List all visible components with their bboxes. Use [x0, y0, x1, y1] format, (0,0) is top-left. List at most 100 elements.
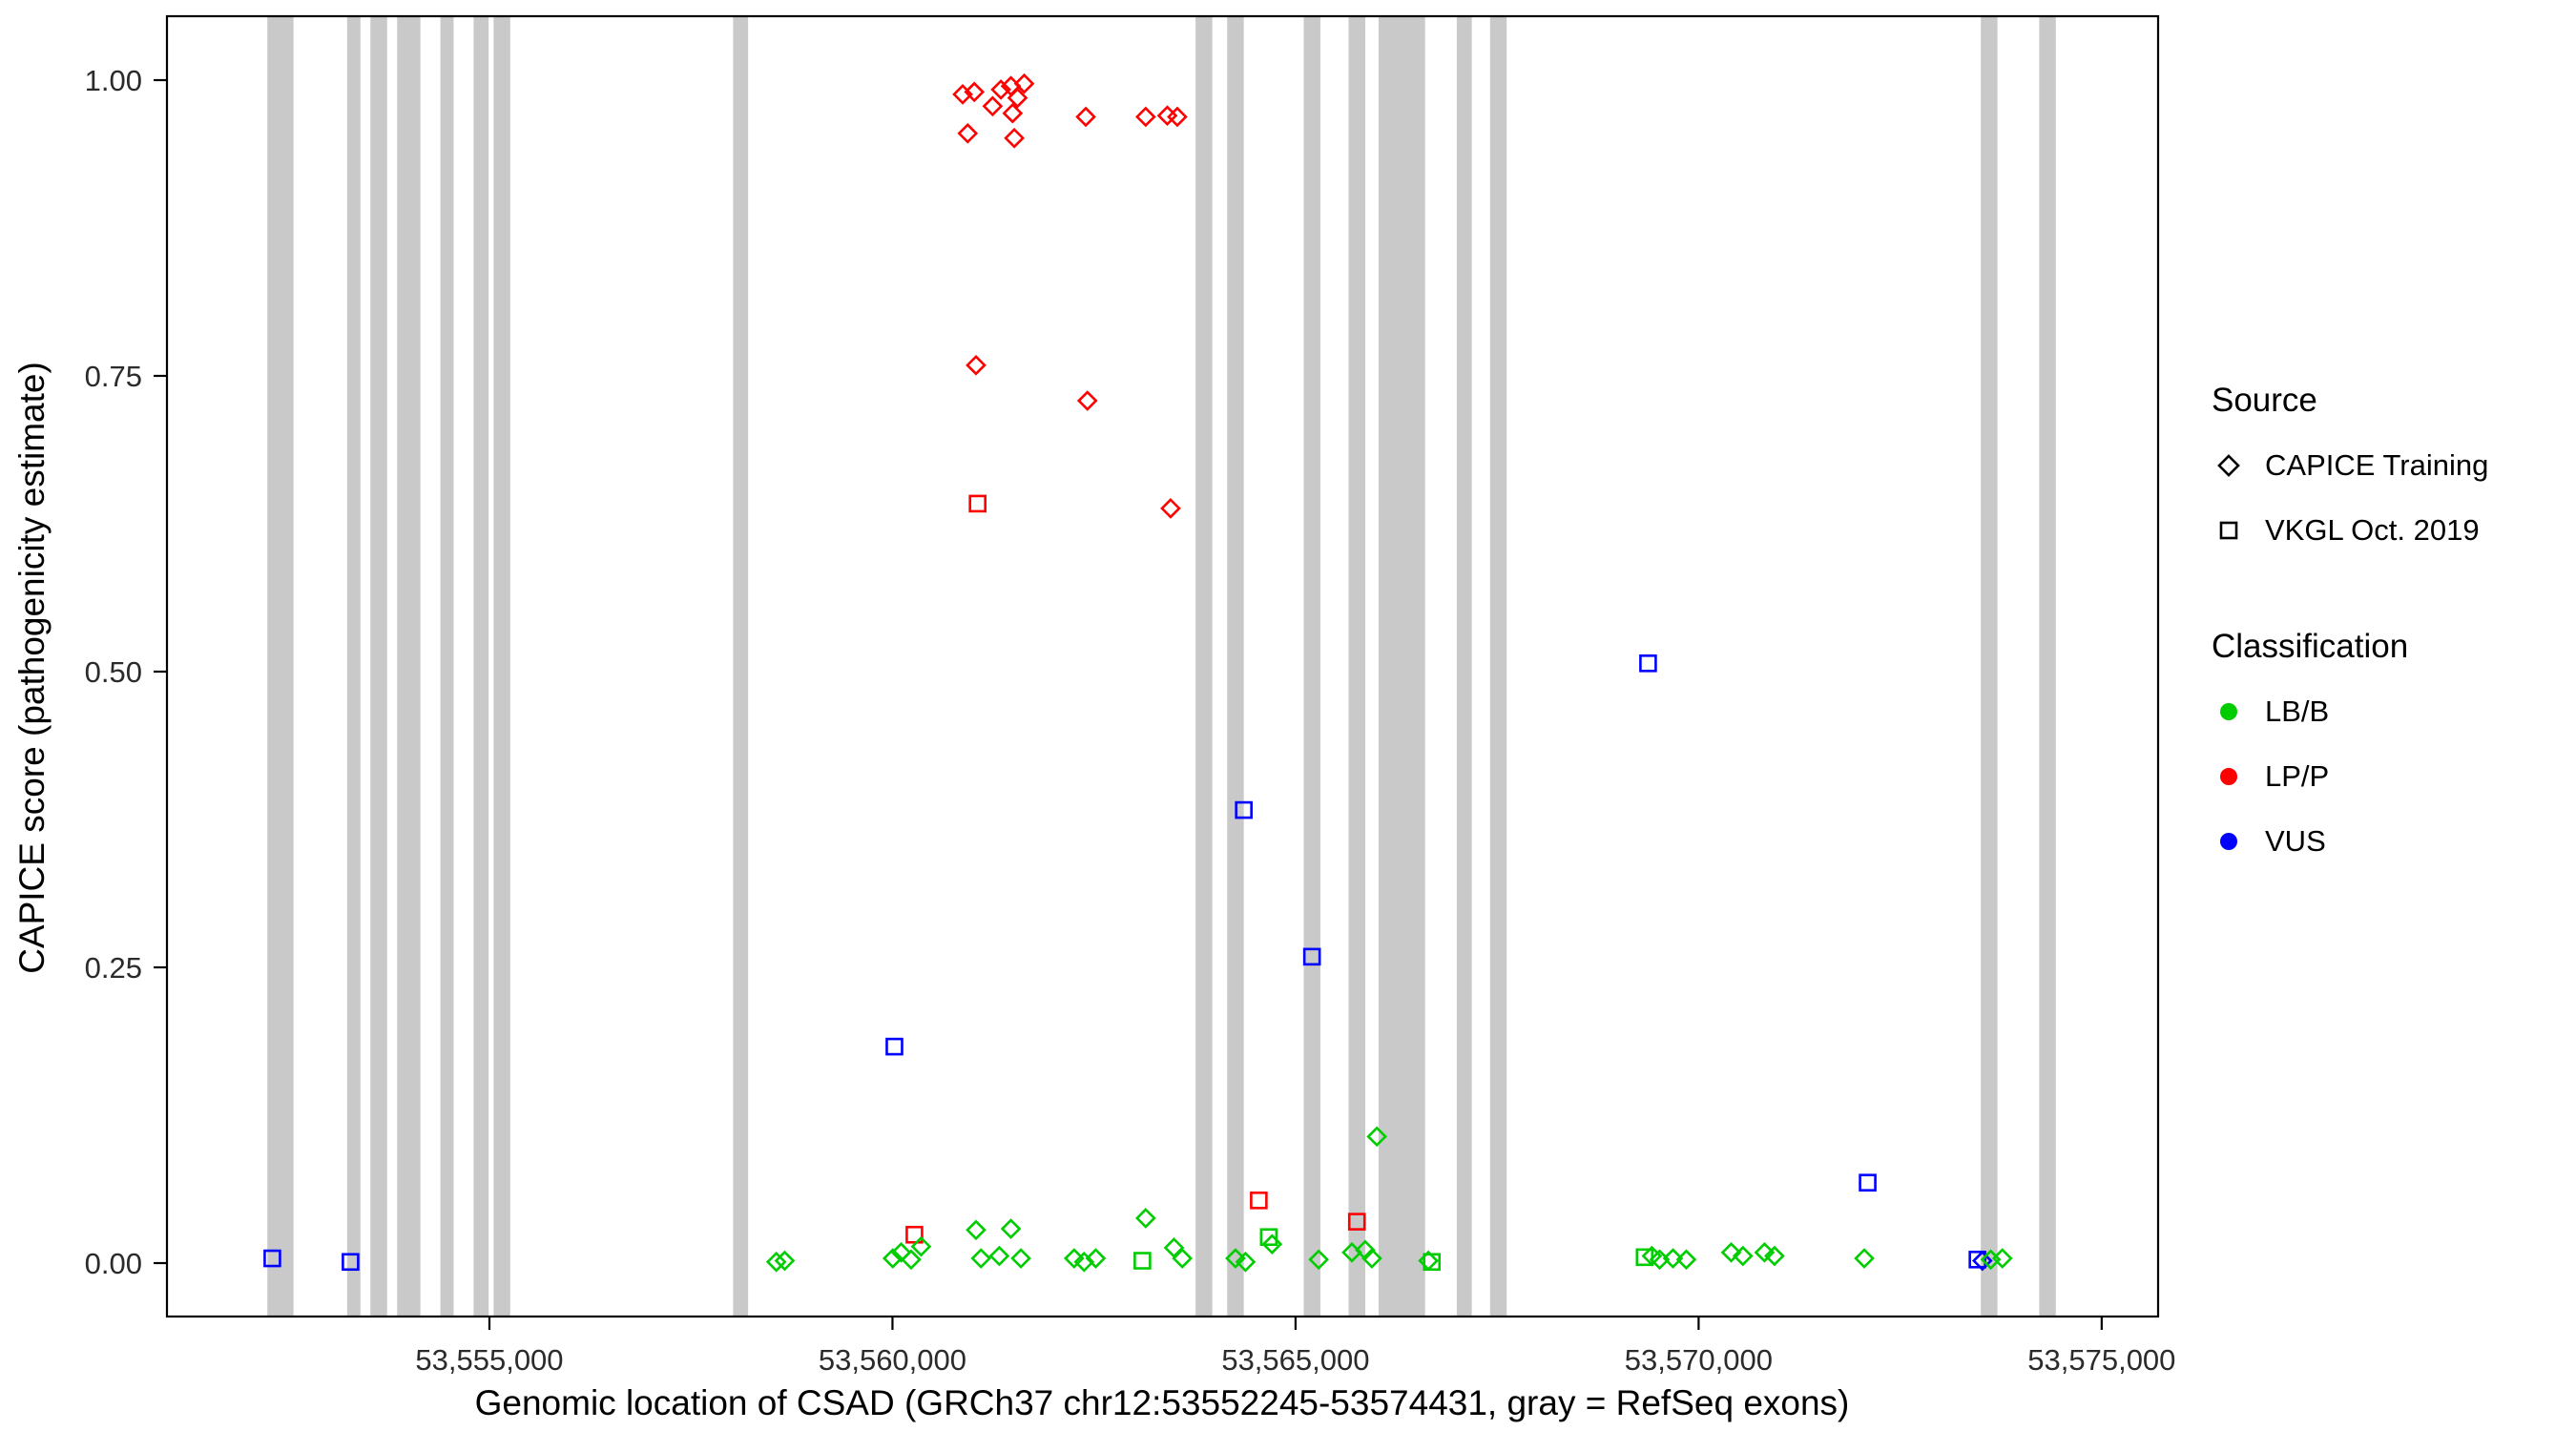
blue-dot-icon	[2212, 824, 2246, 859]
exon-bar	[1489, 16, 1507, 1317]
data-point-diamond	[1076, 390, 1098, 411]
exon-bar	[397, 16, 421, 1317]
data-point-diamond	[1007, 87, 1028, 109]
exon-bar	[1195, 16, 1213, 1317]
exon-bar	[346, 16, 361, 1317]
data-point-diamond	[966, 355, 987, 376]
data-point-square	[1235, 800, 1253, 819]
data-point-diamond	[957, 122, 979, 144]
data-point-diamond	[1662, 1248, 1684, 1269]
data-point-square	[1302, 947, 1321, 966]
data-point-square	[905, 1225, 924, 1244]
data-point-diamond	[890, 1242, 912, 1263]
legend-item-lbb: LB/B	[2212, 695, 2572, 729]
data-point-diamond	[1075, 106, 1096, 128]
exon-bar	[733, 16, 749, 1317]
data-point-diamond	[1366, 1126, 1388, 1148]
y-tick-label: 1.00	[85, 64, 142, 97]
legend-item-lpp: LP/P	[2212, 759, 2572, 794]
data-point-diamond	[1732, 1245, 1754, 1267]
data-point-diamond	[966, 1219, 987, 1241]
data-point-diamond	[1308, 1249, 1329, 1271]
legend-source: Source CAPICE Training VKGL Oct. 2019	[2212, 382, 2572, 548]
data-point-square	[263, 1249, 281, 1268]
y-axis-title: CAPICE score (pathogenicity estimate)	[12, 362, 52, 974]
data-point-diamond	[1135, 106, 1156, 128]
legend-item-vkgl: VKGL Oct. 2019	[2212, 513, 2572, 548]
y-tick-label: 0.75	[85, 360, 142, 393]
data-point-square	[1968, 1250, 1986, 1269]
data-point-square	[1250, 1191, 1268, 1210]
exon-bar	[2039, 16, 2056, 1317]
data-point-diamond	[964, 81, 986, 103]
exon-bar	[370, 16, 387, 1317]
data-point-diamond	[1004, 127, 1025, 149]
data-point-diamond	[1063, 1248, 1085, 1269]
data-point-diamond	[1971, 1250, 1993, 1272]
exon-bar	[440, 16, 454, 1317]
data-point-diamond	[1418, 1250, 1439, 1272]
legend-item-label: LP/P	[2265, 759, 2330, 793]
legend-source-title: Source	[2212, 382, 2317, 419]
exon-bar	[493, 16, 510, 1317]
exon-bar	[1227, 16, 1244, 1317]
data-point-square	[342, 1253, 360, 1272]
data-point-diamond	[1163, 1237, 1185, 1258]
legend-item-label: CAPICE Training	[2265, 448, 2489, 482]
data-point-diamond	[1000, 1218, 1022, 1239]
data-point-square	[885, 1037, 904, 1056]
data-point-square	[1639, 654, 1657, 673]
data-point-square	[1347, 1213, 1366, 1231]
data-point-diamond	[910, 1235, 932, 1257]
x-tick-label: 53,570,000	[1625, 1343, 1773, 1377]
y-tick-label: 0.50	[85, 655, 142, 689]
data-point-diamond	[1167, 106, 1188, 128]
y-tick-label: 0.00	[85, 1247, 142, 1280]
data-point-diamond	[1002, 102, 1024, 124]
data-point-diamond	[1361, 1248, 1382, 1269]
exon-bar	[1348, 16, 1366, 1317]
legend: Source CAPICE Training VKGL Oct. 2019	[2212, 382, 2572, 889]
legend-item-label: VUS	[2265, 824, 2326, 858]
x-tick-label: 53,560,000	[819, 1343, 966, 1377]
exon-bar	[267, 16, 294, 1317]
data-point-diamond	[1013, 73, 1035, 94]
legend-classification-title: Classification	[2212, 628, 2409, 665]
data-point-diamond	[1261, 1234, 1283, 1255]
data-point-diamond	[765, 1251, 787, 1273]
diamond-icon	[2212, 448, 2246, 483]
data-point-diamond	[1085, 1248, 1107, 1269]
data-point-diamond	[1675, 1249, 1697, 1271]
data-point-diamond	[1160, 498, 1181, 519]
legend-classification: Classification LB/B LP/P VUS	[2212, 628, 2572, 859]
data-point-diamond	[952, 84, 973, 105]
legend-item-label: VKGL Oct. 2019	[2265, 513, 2480, 547]
data-point-diamond	[882, 1248, 904, 1269]
data-point-diamond	[990, 79, 1011, 100]
data-point-diamond	[1235, 1251, 1257, 1273]
data-point-diamond	[982, 95, 1004, 117]
data-point-diamond	[1754, 1242, 1776, 1263]
data-point-diamond	[1172, 1248, 1194, 1269]
data-point-diamond	[1764, 1245, 1785, 1267]
legend-item-vus: VUS	[2212, 824, 2572, 859]
red-dot-icon	[2212, 759, 2246, 794]
exon-bar	[473, 16, 489, 1317]
data-point-diamond	[1135, 1208, 1156, 1229]
exon-bar	[1456, 16, 1472, 1317]
data-point-diamond	[901, 1249, 922, 1271]
data-point-diamond	[1225, 1248, 1246, 1269]
data-point-diamond	[1854, 1248, 1875, 1269]
panel-border	[165, 14, 2160, 1318]
data-point-diamond	[1991, 1248, 2013, 1269]
data-point-diamond	[1720, 1242, 1742, 1263]
exon-bar	[1303, 16, 1320, 1317]
legend-item-capice-training: CAPICE Training	[2212, 448, 2572, 483]
x-tick-label: 53,565,000	[1221, 1343, 1369, 1377]
square-icon	[2212, 513, 2246, 548]
x-tick-label: 53,555,000	[415, 1343, 563, 1377]
data-point-diamond	[774, 1250, 796, 1272]
legend-item-label: LB/B	[2265, 695, 2330, 728]
